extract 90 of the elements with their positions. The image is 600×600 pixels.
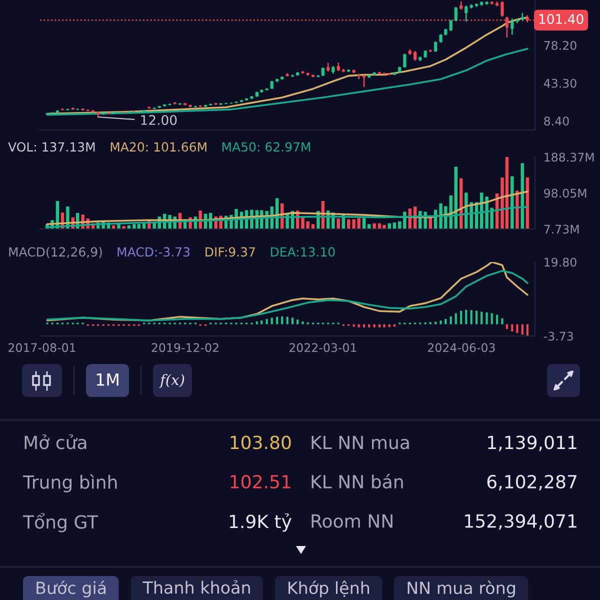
y-tick-label: 188.37M: [544, 152, 594, 162]
text: MA20: 101.66M: [110, 142, 206, 152]
bar: [465, 310, 468, 324]
x-tick-label: 2022-03-01: [289, 343, 356, 352]
bar: [501, 318, 504, 324]
y-tick-label: 43.30: [544, 78, 576, 88]
bar: [393, 324, 396, 327]
bar: [260, 320, 263, 324]
bar: [352, 324, 355, 327]
text: 6,102,287: [487, 474, 576, 490]
candlestick: [403, 53, 406, 68]
candlestick: [434, 40, 438, 53]
x-tick-label: 2017-08-01: [8, 343, 76, 352]
text: DIF:9.37: [206, 247, 255, 257]
bar: [296, 320, 299, 324]
bar: [516, 324, 518, 334]
bar: [460, 310, 462, 324]
bar: [368, 324, 370, 328]
x-tick-label: 2019-12-02: [152, 343, 218, 352]
bar: [256, 321, 258, 324]
text: DEA:13.10: [270, 247, 335, 257]
line-series: [46, 48, 528, 116]
bar: [476, 310, 478, 324]
bar: [450, 316, 452, 324]
bar: [281, 316, 284, 324]
category-label: Trung bình: [22, 474, 117, 492]
text: NN mua ròng: [408, 580, 515, 598]
text: 103.80: [230, 436, 291, 450]
candlestick: [132, 110, 136, 114]
bar: [378, 324, 381, 328]
text: 1M: [96, 373, 118, 386]
candlestick: [449, 19, 452, 32]
text: Khớp lệnh: [288, 580, 370, 598]
bar: [470, 310, 472, 324]
y-tick-label: 7.73M: [544, 224, 579, 234]
bar: [506, 324, 508, 329]
candlestick: [464, 5, 468, 22]
bar: [496, 314, 498, 324]
text: Thanh khoản: [142, 580, 250, 594]
category-label: KL NN bán: [312, 474, 403, 489]
bar: [276, 316, 278, 324]
ref-line-label: 101.40: [539, 14, 584, 24]
y-tick-label: 19.80: [544, 258, 576, 267]
bar: [291, 318, 294, 324]
bar: [444, 318, 447, 324]
candlestick: [362, 74, 366, 88]
bar: [286, 316, 288, 324]
line-series: [46, 206, 528, 228]
category-label: Mở cửa: [24, 434, 86, 450]
y-tick-label: 98.05M: [544, 188, 586, 198]
bar: [480, 312, 483, 324]
text: Bước giá: [36, 580, 106, 598]
bar: [266, 318, 268, 324]
bar: [486, 312, 488, 324]
bar: [358, 324, 360, 328]
bar: [526, 324, 528, 336]
y-tick-label: -3.73: [544, 332, 573, 341]
line-series: [46, 16, 528, 115]
bar: [440, 320, 442, 324]
category-label: Room NN: [312, 514, 392, 528]
annotation: 12.00: [141, 115, 177, 125]
text: f(x): [159, 374, 184, 388]
bar: [383, 324, 386, 328]
text: 1.9K tỷ: [230, 513, 292, 532]
bar: [363, 324, 366, 328]
text: 102.51: [230, 474, 290, 489]
bar: [373, 324, 376, 328]
category-label: KL NN mua: [312, 436, 409, 450]
text: 152,394,071: [465, 514, 576, 530]
text: MA50: 62.97M: [222, 142, 310, 152]
chart-title: MACD(12,26,9): [9, 246, 102, 258]
y-tick-label: 8.40: [544, 116, 569, 126]
category-label: Tổng GT: [22, 512, 98, 532]
candlestick: [414, 50, 417, 62]
y-tick-label: 78.20: [544, 41, 576, 50]
bar: [270, 318, 273, 324]
text: 1,139,011: [488, 436, 576, 452]
bar: [490, 313, 493, 324]
candlestick: [454, 6, 458, 22]
bar: [521, 324, 524, 335]
bar: [511, 324, 514, 332]
candlestick: [50, 112, 54, 114]
bar: [434, 322, 437, 324]
x-tick-label: 2024-06-03: [428, 343, 495, 352]
bar: [454, 313, 457, 324]
candlestick: [510, 18, 514, 36]
bar: [302, 321, 304, 324]
text: MACD:-3.73: [118, 247, 190, 257]
text: VOL: 137.13M: [8, 142, 95, 152]
candlestick: [500, 0, 504, 18]
